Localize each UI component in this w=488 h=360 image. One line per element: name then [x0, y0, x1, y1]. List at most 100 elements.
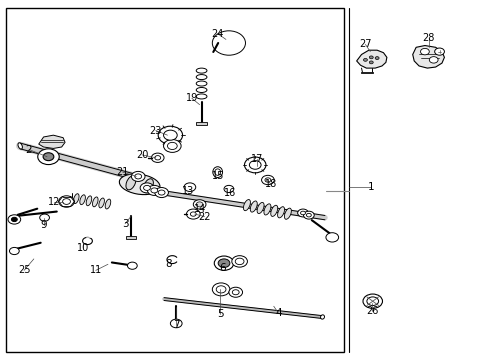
Text: 1: 1	[367, 182, 374, 192]
Circle shape	[228, 287, 242, 297]
Circle shape	[214, 256, 233, 270]
Circle shape	[235, 258, 244, 265]
Circle shape	[147, 185, 161, 195]
Ellipse shape	[196, 68, 206, 73]
Bar	[5, 8, 344, 352]
Circle shape	[140, 183, 154, 193]
Text: 4: 4	[275, 309, 282, 318]
Circle shape	[218, 259, 229, 267]
Text: 22: 22	[198, 212, 210, 221]
Ellipse shape	[196, 94, 206, 99]
Text: 12: 12	[48, 197, 61, 207]
Text: 14: 14	[193, 204, 205, 214]
Ellipse shape	[18, 143, 22, 149]
Text: 7: 7	[173, 320, 179, 330]
Ellipse shape	[250, 201, 257, 212]
Circle shape	[43, 153, 54, 161]
Circle shape	[38, 149, 59, 165]
Ellipse shape	[105, 199, 110, 209]
Ellipse shape	[277, 207, 284, 218]
Polygon shape	[412, 45, 444, 68]
Text: 23: 23	[149, 126, 162, 135]
Ellipse shape	[264, 204, 270, 215]
Text: 16: 16	[224, 188, 236, 198]
Circle shape	[216, 34, 241, 52]
Circle shape	[143, 185, 150, 190]
Ellipse shape	[73, 194, 79, 203]
Circle shape	[196, 202, 203, 207]
Circle shape	[297, 209, 308, 217]
Ellipse shape	[92, 197, 98, 207]
Text: 6: 6	[219, 263, 225, 273]
Ellipse shape	[320, 315, 324, 319]
Circle shape	[434, 48, 444, 55]
Circle shape	[224, 40, 233, 46]
Ellipse shape	[86, 196, 92, 206]
Circle shape	[9, 247, 19, 255]
Circle shape	[186, 209, 200, 219]
Ellipse shape	[119, 174, 160, 195]
Polygon shape	[356, 50, 386, 68]
Circle shape	[151, 153, 163, 162]
Text: 28: 28	[422, 33, 434, 43]
Circle shape	[220, 37, 237, 49]
Circle shape	[363, 58, 366, 61]
Ellipse shape	[126, 176, 136, 190]
Circle shape	[303, 211, 314, 219]
Circle shape	[366, 297, 378, 306]
Polygon shape	[39, 135, 65, 148]
Text: 26: 26	[366, 306, 378, 316]
Circle shape	[306, 213, 311, 217]
Ellipse shape	[196, 75, 206, 80]
Circle shape	[193, 200, 205, 209]
Circle shape	[224, 185, 233, 193]
Bar	[195, 122, 207, 125]
Text: 27: 27	[359, 40, 371, 49]
Text: 10: 10	[76, 243, 88, 253]
Ellipse shape	[214, 169, 220, 175]
Text: 24: 24	[211, 29, 224, 39]
Circle shape	[300, 211, 305, 215]
Circle shape	[135, 174, 142, 179]
Circle shape	[244, 157, 265, 173]
Circle shape	[249, 161, 261, 169]
Ellipse shape	[80, 195, 85, 204]
Ellipse shape	[196, 87, 206, 93]
Ellipse shape	[284, 208, 291, 219]
Circle shape	[212, 283, 229, 296]
Circle shape	[170, 319, 182, 328]
Text: 3: 3	[122, 219, 128, 229]
Text: 17: 17	[250, 154, 263, 164]
Ellipse shape	[243, 199, 250, 211]
Circle shape	[362, 294, 382, 309]
Text: 8: 8	[165, 259, 172, 269]
Ellipse shape	[212, 167, 222, 177]
Circle shape	[368, 56, 372, 59]
Circle shape	[59, 196, 74, 207]
Bar	[126, 235, 136, 239]
Text: 20: 20	[136, 150, 148, 160]
Circle shape	[420, 48, 428, 55]
Circle shape	[8, 215, 20, 224]
Circle shape	[325, 233, 338, 242]
Circle shape	[212, 31, 245, 55]
Circle shape	[264, 178, 270, 182]
Circle shape	[183, 183, 195, 192]
Circle shape	[216, 286, 225, 293]
Circle shape	[62, 199, 70, 204]
Circle shape	[368, 61, 372, 64]
Circle shape	[155, 156, 160, 160]
Circle shape	[131, 171, 145, 181]
Circle shape	[151, 188, 158, 193]
Ellipse shape	[196, 81, 206, 86]
Ellipse shape	[99, 198, 104, 208]
Text: 15: 15	[211, 171, 224, 181]
Circle shape	[232, 290, 239, 295]
Circle shape	[231, 256, 247, 267]
Ellipse shape	[270, 205, 277, 216]
Circle shape	[163, 130, 177, 140]
Text: 13: 13	[182, 186, 194, 197]
Circle shape	[158, 126, 182, 144]
Text: 11: 11	[89, 265, 102, 275]
Circle shape	[155, 188, 168, 198]
